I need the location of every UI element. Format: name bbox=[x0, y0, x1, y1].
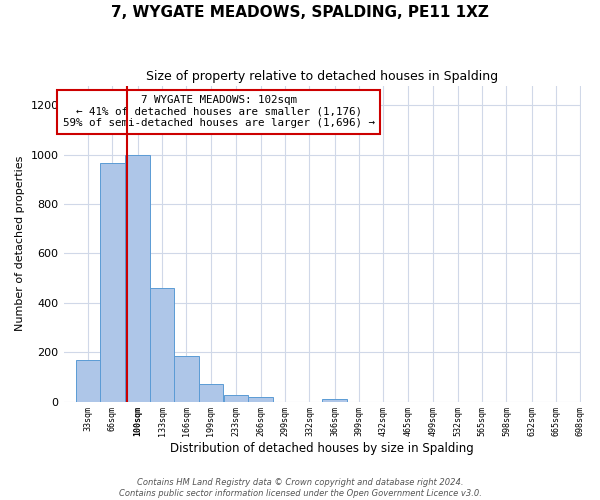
Text: 7 WYGATE MEADOWS: 102sqm
← 41% of detached houses are smaller (1,176)
59% of sem: 7 WYGATE MEADOWS: 102sqm ← 41% of detach… bbox=[62, 95, 374, 128]
Bar bbox=[199, 384, 223, 402]
Bar bbox=[125, 154, 150, 402]
Bar bbox=[224, 396, 248, 402]
Bar bbox=[150, 288, 174, 402]
Bar bbox=[100, 162, 125, 402]
Bar bbox=[76, 360, 100, 402]
Text: 7, WYGATE MEADOWS, SPALDING, PE11 1XZ: 7, WYGATE MEADOWS, SPALDING, PE11 1XZ bbox=[111, 5, 489, 20]
Y-axis label: Number of detached properties: Number of detached properties bbox=[15, 156, 25, 332]
Title: Size of property relative to detached houses in Spalding: Size of property relative to detached ho… bbox=[146, 70, 498, 83]
X-axis label: Distribution of detached houses by size in Spalding: Distribution of detached houses by size … bbox=[170, 442, 474, 455]
Bar bbox=[174, 356, 199, 402]
Text: Contains HM Land Registry data © Crown copyright and database right 2024.
Contai: Contains HM Land Registry data © Crown c… bbox=[119, 478, 481, 498]
Bar bbox=[248, 396, 273, 402]
Bar bbox=[322, 399, 347, 402]
